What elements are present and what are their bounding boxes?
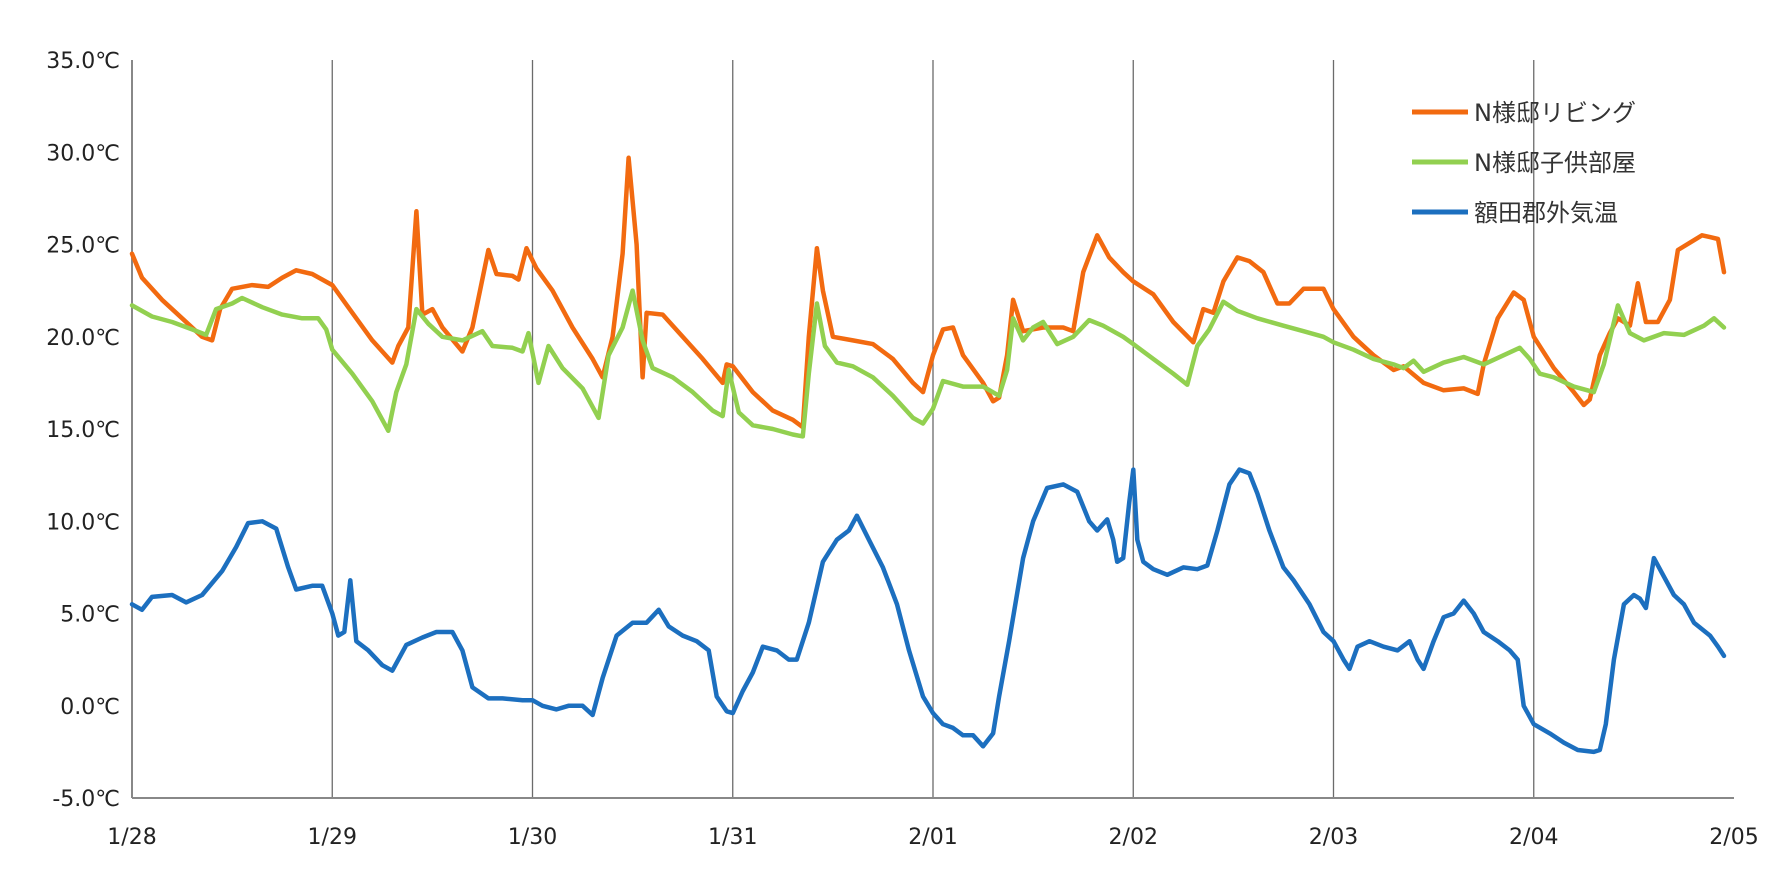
y-tick-label: -5.0℃ <box>52 787 120 812</box>
vertical-gridlines <box>331 60 1535 798</box>
legend-label-1: N様邸子供部屋 <box>1474 149 1636 177</box>
series-line-1 <box>129 288 1727 439</box>
x-tick-label: 2/03 <box>1309 825 1358 850</box>
x-tick-label: 1/30 <box>508 825 557 850</box>
legend-label-2: 額田郡外気温 <box>1474 199 1618 227</box>
y-tick-label: 0.0℃ <box>60 695 120 720</box>
y-tick-label: 30.0℃ <box>46 141 120 166</box>
x-tick-label: 2/05 <box>1709 825 1758 850</box>
x-axis-tick-labels: 1/28 1/29 1/30 1/31 2/01 2/02 2/03 2/04 2/05 <box>107 825 1758 850</box>
x-tick-label: 1/29 <box>308 825 357 850</box>
legend-label-0: N様邸リビング <box>1474 99 1636 127</box>
y-tick-label: 15.0℃ <box>46 418 120 443</box>
x-tick-label: 2/02 <box>1109 825 1158 850</box>
x-tick-label: 1/28 <box>107 825 156 850</box>
x-tick-label: 1/31 <box>708 825 757 850</box>
series-line-2 <box>129 467 1727 755</box>
y-tick-label: 20.0℃ <box>46 326 120 351</box>
x-tick-label: 2/01 <box>908 825 957 850</box>
y-tick-label: 5.0℃ <box>60 603 120 628</box>
x-tick-label: 2/04 <box>1509 825 1558 850</box>
y-axis-tick-labels: 35.0℃ 30.0℃ 25.0℃ 20.0℃ 15.0℃ 10.0℃ 5.0℃ 0.0℃ -5… <box>46 49 120 812</box>
chart-axes <box>131 60 1734 799</box>
series-line-0 <box>129 155 1727 430</box>
y-tick-label: 25.0℃ <box>46 234 120 259</box>
y-tick-label: 35.0℃ <box>46 49 120 74</box>
data-series-lines <box>129 155 1727 755</box>
y-tick-label: 10.0℃ <box>46 510 120 535</box>
